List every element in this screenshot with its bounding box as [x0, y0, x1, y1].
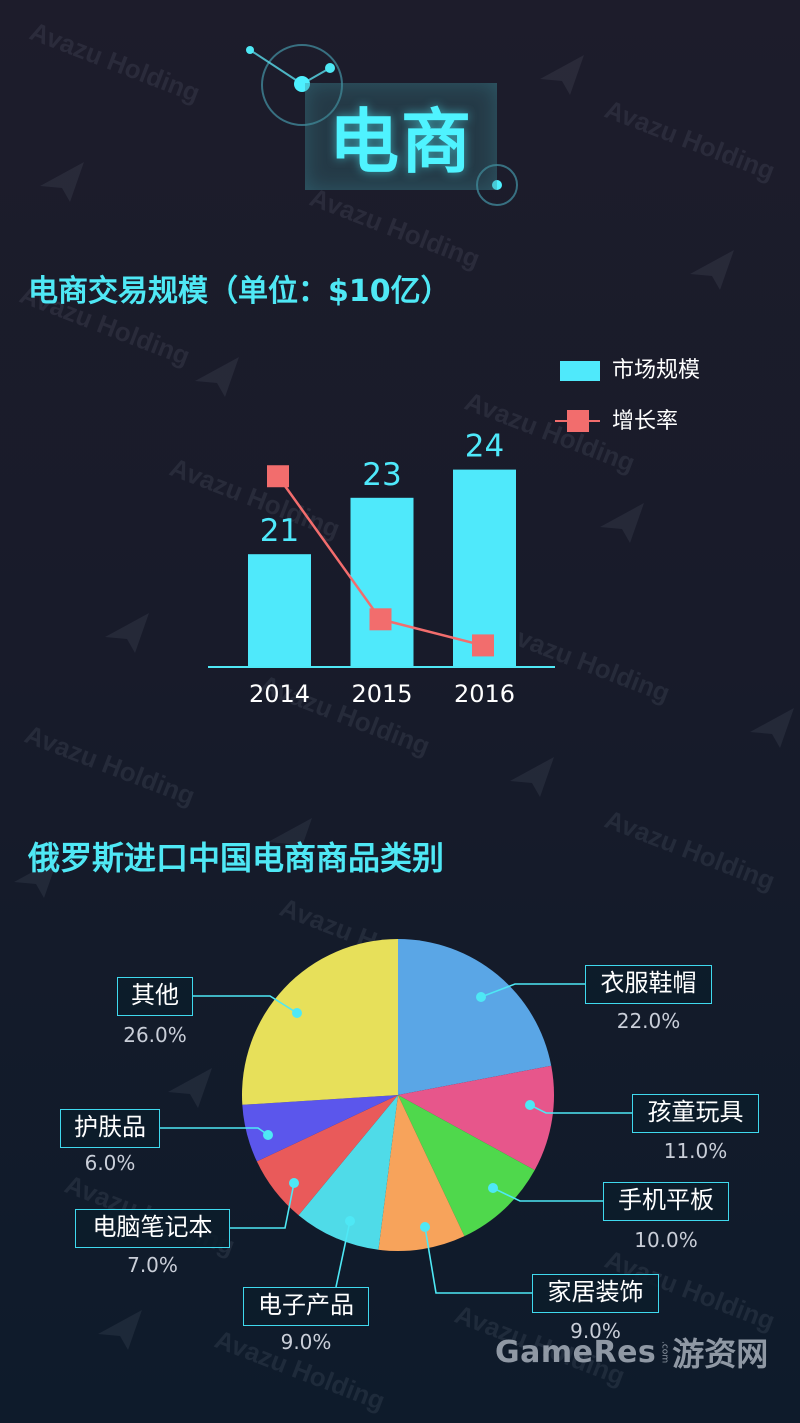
bar-2016: [453, 469, 516, 667]
leader-line: [424, 1226, 532, 1294]
logo-suffix-text: .com: [659, 1340, 670, 1364]
pie-chart-title: 俄罗斯进口中国电商商品类别: [28, 839, 445, 877]
pie-percent-label: 9.0%: [570, 1319, 621, 1343]
pie-label-home-decor: 家居装饰: [532, 1274, 659, 1313]
leader-line: [193, 995, 298, 1014]
paper-plane-icon: [40, 162, 84, 202]
deco-line: [249, 49, 303, 85]
leader-line: [529, 1104, 632, 1114]
x-tick-label: 2014: [249, 680, 310, 708]
bar-chart: 21 2014 23 2015 24 2016: [208, 429, 555, 708]
paper-plane-icon: [510, 757, 554, 797]
leader-dot-icon: [420, 1222, 430, 1232]
pie-label-skincare: 护肤品: [60, 1109, 160, 1148]
pie-slice-5: [298, 1095, 398, 1250]
leader-line: [480, 983, 585, 998]
pie-slice-1: [398, 939, 552, 1095]
header-decoration: [246, 44, 518, 206]
bar-2015: [350, 497, 414, 667]
pie-percent-label: 11.0%: [663, 1139, 728, 1163]
deco-dot-icon: [294, 76, 310, 92]
paper-plane-icon: [268, 818, 312, 858]
legend-label-growth-rate: 增长率: [612, 409, 679, 434]
deco-dot-icon: [325, 63, 335, 73]
bar-value-label: 23: [362, 457, 401, 493]
growth-rate-point-2015: [369, 608, 392, 631]
bar-value-label: 21: [260, 513, 299, 549]
leader-dot-icon: [476, 992, 486, 1002]
paper-plane-icon: [105, 613, 149, 653]
x-tick-label: 2015: [351, 680, 412, 708]
deco-ring-icon: [261, 44, 343, 126]
watermark: Avazu Holding: [600, 93, 780, 187]
pie-label-other: 其他: [117, 977, 193, 1016]
deco-dot-icon: [246, 46, 254, 54]
pie-percent-label: 6.0%: [84, 1151, 136, 1175]
bar-2014: [248, 554, 311, 667]
pie-percent-label: 26.0%: [123, 1023, 187, 1047]
pie-slice-8: [242, 939, 398, 1105]
pie-label-clothing-shoes-hats: 衣服鞋帽: [585, 965, 712, 1004]
leader-lines: [160, 983, 632, 1294]
paper-plane-icon: [14, 858, 58, 898]
pie-percent-label: 10.0%: [634, 1228, 698, 1252]
paper-plane-icon: [540, 55, 584, 95]
pie-slice-7: [242, 1095, 398, 1162]
leader-line: [492, 1187, 603, 1202]
pie-slice-4: [378, 1095, 465, 1251]
leader-line: [335, 1220, 351, 1288]
page-title: 电商: [329, 101, 473, 183]
watermark: Avazu Holding: [20, 718, 200, 812]
paper-plane-icon: [98, 1310, 142, 1350]
gameres-logo: GameRes .com 游资网: [495, 1330, 768, 1374]
legend-swatch-market-size: [560, 361, 600, 381]
watermark: Avazu Holding: [600, 803, 780, 897]
growth-line-marks: [267, 465, 494, 657]
pie-label-electronics: 电子产品: [243, 1287, 369, 1326]
leader-dot-icon: [525, 1100, 535, 1110]
pie-label-childrens-toys: 孩童玩具: [632, 1094, 759, 1133]
pie-slice-3: [398, 1095, 535, 1237]
bar-value-label: 24: [465, 429, 504, 465]
paper-plane-icon: [168, 1068, 212, 1108]
leader-dot-icon: [488, 1183, 498, 1193]
pie-slice-2: [398, 1065, 555, 1171]
leader-dot-icon: [289, 1178, 299, 1188]
x-tick-label: 2016: [454, 680, 515, 708]
deco-ring-icon: [476, 164, 518, 206]
legend-label-market-size: 市场规模: [612, 358, 701, 383]
bar-marks: 21 2014 23 2015 24 2016: [248, 429, 516, 708]
legend-marker-growth-rate: [567, 410, 589, 432]
logo-cn-text: 游资网: [672, 1335, 769, 1373]
pie-label-computers-laptops: 电脑笔记本: [75, 1209, 230, 1248]
pie-percent-label: 9.0%: [280, 1330, 332, 1354]
leader-dot-icon: [292, 1008, 302, 1018]
watermark: Avazu Holding: [25, 15, 205, 109]
growth-rate-point-2014: [267, 465, 289, 488]
logo-brand-text: GameRes: [495, 1334, 657, 1370]
header-panel: [305, 83, 497, 190]
paper-plane-icon: [195, 357, 239, 397]
leader-line: [230, 1182, 295, 1229]
leader-dot-icon: [263, 1130, 273, 1140]
pie-slices: [242, 939, 555, 1251]
paper-plane-icon: [690, 250, 734, 290]
pie-label-phones-tablets: 手机平板: [603, 1182, 729, 1221]
pie-percent-label: 22.0%: [616, 1009, 681, 1033]
pie-percent-label: 7.0%: [127, 1253, 178, 1277]
growth-rate-point-2016: [472, 634, 494, 657]
leader-dot-icon: [345, 1216, 355, 1226]
bar-chart-title: 电商交易规模（单位：$10亿）: [28, 274, 451, 309]
paper-plane-icon: [750, 708, 794, 748]
paper-plane-icon: [600, 503, 644, 543]
pie-chart: [160, 939, 632, 1294]
deco-dot-icon: [492, 180, 502, 190]
